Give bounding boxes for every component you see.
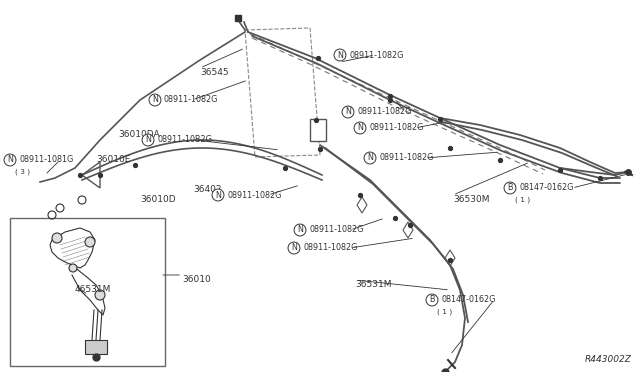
Text: 36010E: 36010E <box>96 155 131 164</box>
Text: ( 1 ): ( 1 ) <box>515 197 531 203</box>
Text: 08147-0162G: 08147-0162G <box>441 295 495 305</box>
Text: B: B <box>429 295 435 305</box>
Text: ( 3 ): ( 3 ) <box>15 169 30 175</box>
Circle shape <box>85 237 95 247</box>
Text: 08911-1082G: 08911-1082G <box>164 96 218 105</box>
Text: 36010: 36010 <box>182 275 211 284</box>
Text: 08911-1082G: 08911-1082G <box>369 124 424 132</box>
Text: 46531M: 46531M <box>75 285 111 294</box>
Circle shape <box>95 290 105 300</box>
Text: 08911-1082G: 08911-1082G <box>309 225 364 234</box>
Text: 08911-1082G: 08911-1082G <box>357 108 412 116</box>
Bar <box>85 340 107 354</box>
Text: 36010DA: 36010DA <box>118 130 159 139</box>
Text: N: N <box>215 190 221 199</box>
Text: 36531M: 36531M <box>355 280 392 289</box>
Circle shape <box>69 264 77 272</box>
Text: N: N <box>297 225 303 234</box>
Text: N: N <box>357 124 363 132</box>
Text: N: N <box>337 51 343 60</box>
Text: 08911-1081G: 08911-1081G <box>19 155 73 164</box>
Text: 08911-1082G: 08911-1082G <box>227 190 282 199</box>
Text: 08911-1082G: 08911-1082G <box>379 154 433 163</box>
Text: B: B <box>508 183 513 192</box>
Text: ( 1 ): ( 1 ) <box>437 309 452 315</box>
Text: N: N <box>291 244 297 253</box>
Text: N: N <box>152 96 158 105</box>
Text: 36402: 36402 <box>193 185 221 194</box>
Text: 08911-1082G: 08911-1082G <box>349 51 403 60</box>
Text: 08147-0162G: 08147-0162G <box>519 183 573 192</box>
Text: 36545: 36545 <box>200 68 228 77</box>
Text: N: N <box>7 155 13 164</box>
Text: R443002Z: R443002Z <box>585 355 632 364</box>
Text: 36530M: 36530M <box>453 195 490 204</box>
Bar <box>10 218 165 366</box>
Text: N: N <box>367 154 373 163</box>
Bar <box>310 119 326 141</box>
Text: N: N <box>345 108 351 116</box>
Text: N: N <box>145 135 151 144</box>
Text: 36010D: 36010D <box>140 195 175 204</box>
Text: 08911-1082G: 08911-1082G <box>303 244 357 253</box>
Circle shape <box>52 233 62 243</box>
Text: 08911-10B2G: 08911-10B2G <box>157 135 212 144</box>
